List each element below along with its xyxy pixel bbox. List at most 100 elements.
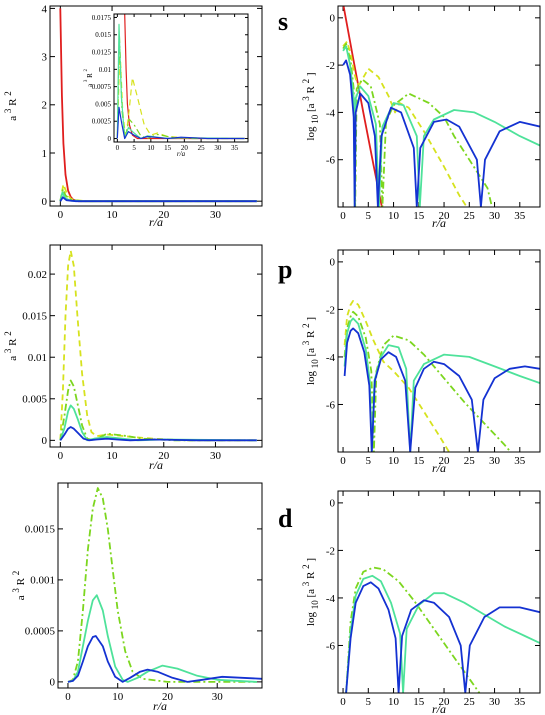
y-tick-label: 0.0025 bbox=[92, 118, 112, 126]
y-tick-label: 0.005 bbox=[95, 100, 111, 108]
y-tick-label: -4 bbox=[326, 352, 336, 364]
y-tick-label: 0.015 bbox=[95, 31, 111, 39]
x-tick-label: 10 bbox=[112, 691, 124, 703]
x-tick-label: 30 bbox=[210, 450, 222, 462]
y-tick-label: -6 bbox=[326, 399, 336, 411]
x-tick-label: 0 bbox=[58, 209, 64, 221]
x-tick-label: 5 bbox=[366, 696, 372, 708]
y-tick-label: -2 bbox=[326, 60, 335, 72]
y-tick-label: 0.015 bbox=[22, 311, 47, 323]
x-tick-label: 0 bbox=[65, 691, 71, 703]
series-mint-line bbox=[345, 574, 540, 693]
row-letter-d: d bbox=[278, 504, 293, 533]
y-axis-label: a 3 R 2 bbox=[11, 571, 27, 600]
x-tick-label: 10 bbox=[107, 450, 119, 462]
series-mint-line bbox=[343, 317, 540, 452]
x-tick-label: 15 bbox=[413, 696, 425, 708]
y-tick-label: 0.0125 bbox=[92, 49, 112, 57]
x-tick-label: 20 bbox=[181, 144, 189, 152]
x-tick-label: 25 bbox=[464, 455, 476, 467]
series-lime-line bbox=[59, 379, 257, 442]
x-tick-label: 20 bbox=[439, 210, 451, 222]
x-tick-label: 35 bbox=[514, 210, 526, 222]
x-tick-label: 15 bbox=[413, 455, 425, 467]
series-lime-line bbox=[67, 487, 257, 683]
y-tick-label: 1 bbox=[42, 148, 48, 160]
x-axis-label: r/a bbox=[432, 702, 446, 715]
y-tick-label: 0 bbox=[330, 498, 336, 510]
x-tick-label: 30 bbox=[212, 691, 224, 703]
series-mint-line bbox=[67, 594, 258, 683]
x-tick-label: 25 bbox=[464, 210, 476, 222]
x-tick-label: 20 bbox=[158, 209, 170, 221]
y-tick-label: -6 bbox=[326, 155, 336, 167]
y-axis-label: a 3 R 2 bbox=[84, 68, 94, 87]
y-axis-label: log 10 [a 3 R 2 ] bbox=[301, 317, 320, 385]
chart-p-log: 0 5 10 15 20 25 30 35 0 -2 -4 -6 r/a log 10 [a 3 R 2 … bbox=[301, 249, 541, 475]
y-tick-label: 0.01 bbox=[28, 352, 47, 364]
y-tick-label: 0 bbox=[330, 13, 336, 25]
x-tick-label: 30 bbox=[489, 210, 501, 222]
y-tick-label: -4 bbox=[326, 107, 336, 119]
x-tick-label: 20 bbox=[158, 450, 170, 462]
x-tick-label: 10 bbox=[388, 696, 400, 708]
chart-s-inset: 0 5 10 15 20 25 30 35 0 0.0025 0.005 0.0075 0.01 0.01… bbox=[84, 13, 249, 158]
chart-d-log: 0 5 10 15 20 25 30 35 0 -2 -4 -6 r/a log 10 [a 3 R 2 … bbox=[301, 490, 541, 715]
x-tick-label: 10 bbox=[388, 455, 400, 467]
y-tick-label: 3 bbox=[42, 51, 48, 63]
y-tick-label: 0.0075 bbox=[92, 83, 112, 91]
series-mint-line bbox=[59, 191, 257, 203]
row-letter-s: s bbox=[278, 7, 288, 36]
x-tick-label: 0 bbox=[340, 455, 346, 467]
series-blue-line bbox=[59, 426, 257, 442]
series-lime-line bbox=[343, 310, 512, 452]
x-tick-label: 30 bbox=[210, 209, 222, 221]
y-tick-label: 0 bbox=[108, 135, 112, 143]
svg-text:p: p bbox=[278, 255, 292, 284]
x-tick-label: 5 bbox=[132, 144, 136, 152]
y-tick-label: 4 bbox=[42, 3, 48, 15]
x-tick-label: 0 bbox=[116, 144, 120, 152]
y-axis-label: log 10 [a 3 R 2 ] bbox=[301, 72, 320, 140]
series-blue-line bbox=[116, 106, 245, 140]
y-tick-label: 0.005 bbox=[22, 394, 47, 406]
series-blue-line bbox=[67, 635, 262, 683]
x-tick-label: 10 bbox=[147, 144, 155, 152]
x-tick-label: 0 bbox=[340, 210, 346, 222]
x-tick-label: 0 bbox=[340, 696, 346, 708]
plot-frame bbox=[57, 482, 263, 689]
plot-frame bbox=[113, 13, 249, 143]
series-blue-line bbox=[345, 581, 540, 693]
y-tick-label: 0.0005 bbox=[25, 626, 56, 638]
svg-text:s: s bbox=[278, 7, 288, 36]
y-tick-label: 0 bbox=[50, 677, 56, 689]
x-tick-label: 5 bbox=[366, 455, 372, 467]
series-blue-line bbox=[342, 59, 540, 207]
x-tick-label: 30 bbox=[489, 455, 501, 467]
x-tick-label: 25 bbox=[198, 144, 206, 152]
y-tick-label: 0.01 bbox=[99, 66, 112, 74]
svg-text:d: d bbox=[278, 504, 293, 533]
series-yellow-line bbox=[59, 249, 257, 442]
plot-frame bbox=[337, 249, 541, 453]
y-tick-label: 2 bbox=[42, 100, 48, 112]
y-tick-label: 0.0175 bbox=[92, 14, 112, 22]
row-letter-p: p bbox=[278, 255, 292, 284]
series-lime-line bbox=[345, 566, 481, 693]
chart-s-log: 0 5 10 15 20 25 30 35 0 -2 -4 -6 r/a log 10 [a 3 R 2 … bbox=[301, 5, 541, 230]
y-tick-label: -4 bbox=[326, 593, 336, 605]
x-tick-label: 30 bbox=[214, 144, 222, 152]
plot-frame bbox=[49, 5, 263, 207]
x-tick-label: 35 bbox=[231, 144, 239, 152]
y-tick-label: 0.0015 bbox=[25, 524, 56, 536]
series-yellow-line bbox=[342, 40, 468, 207]
series-lime-line bbox=[59, 188, 257, 203]
x-tick-label: 35 bbox=[514, 696, 526, 708]
x-axis-label: r/a bbox=[149, 458, 163, 472]
x-tick-label: 20 bbox=[439, 455, 451, 467]
chart-d-linear: 0 10 20 30 0 0.0005 0.001 0.0015 r/a a 3 R 2 bbox=[11, 482, 263, 713]
series-blue-line bbox=[59, 196, 257, 203]
x-tick-label: 20 bbox=[439, 696, 451, 708]
y-tick-label: -2 bbox=[326, 304, 335, 316]
